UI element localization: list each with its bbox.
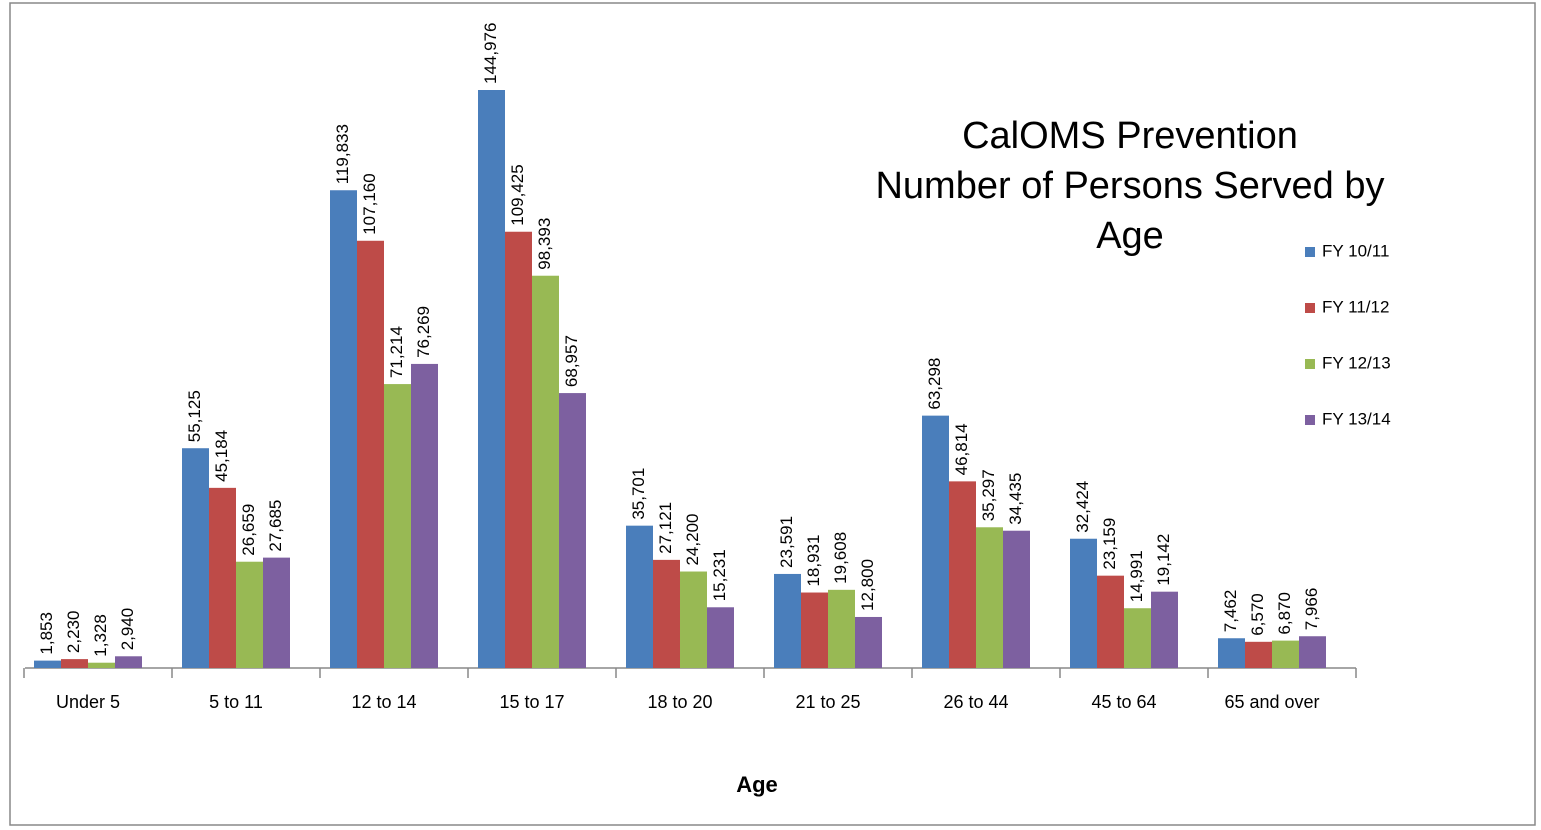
data-label: 19,142 [1154, 534, 1173, 586]
data-label: 98,393 [535, 218, 554, 270]
bar [1245, 641, 1272, 668]
data-label: 68,957 [562, 335, 581, 387]
x-tick-label: 12 to 14 [351, 692, 416, 712]
data-label: 19,608 [831, 532, 850, 584]
bar [357, 240, 384, 669]
data-label: 2,230 [64, 611, 83, 654]
bar [1272, 640, 1299, 668]
data-label: 7,462 [1221, 590, 1240, 633]
bar [828, 589, 855, 668]
bar [532, 275, 559, 668]
bar [88, 662, 115, 668]
bar [1218, 638, 1245, 668]
data-label: 1,328 [91, 614, 110, 657]
data-label: 35,701 [629, 468, 648, 520]
data-label: 34,435 [1006, 473, 1025, 525]
legend-label: FY 11/12 [1322, 297, 1389, 316]
bar [34, 660, 61, 668]
bar [411, 363, 438, 668]
data-label: 6,570 [1248, 593, 1267, 636]
bar [653, 559, 680, 668]
data-label: 76,269 [414, 306, 433, 358]
data-label: 107,160 [360, 173, 379, 234]
bar [559, 393, 586, 668]
data-label: 109,425 [508, 164, 527, 225]
legend-label: FY 13/14 [1322, 409, 1391, 428]
x-axis-title: Age [736, 772, 778, 797]
bar [922, 415, 949, 668]
bar [1299, 636, 1326, 668]
x-tick-label: Under 5 [56, 692, 120, 712]
x-tick-label: 15 to 17 [499, 692, 564, 712]
legend-swatch [1305, 415, 1315, 425]
data-label: 24,200 [683, 514, 702, 566]
bar [626, 525, 653, 668]
bar [505, 231, 532, 668]
bar [801, 592, 828, 668]
data-label: 23,591 [777, 516, 796, 568]
data-label: 63,298 [925, 358, 944, 410]
bar [384, 384, 411, 668]
chart-title: Age [1096, 215, 1164, 257]
bar [182, 448, 209, 668]
bar [976, 527, 1003, 668]
bar [707, 607, 734, 668]
bar [61, 659, 88, 668]
data-label: 55,125 [185, 390, 204, 442]
x-tick-label: 45 to 64 [1091, 692, 1156, 712]
legend-label: FY 12/13 [1322, 353, 1391, 372]
data-label: 15,231 [710, 549, 729, 601]
bar [209, 487, 236, 668]
data-label: 27,121 [656, 502, 675, 554]
data-label: 35,297 [979, 469, 998, 521]
bar [478, 90, 505, 668]
bar [774, 573, 801, 668]
bar [1070, 538, 1097, 668]
data-label: 12,800 [858, 559, 877, 611]
bar [1124, 608, 1151, 668]
data-label: 32,424 [1073, 481, 1092, 533]
legend-swatch [1305, 247, 1315, 257]
bar [263, 557, 290, 668]
data-label: 26,659 [239, 504, 258, 556]
data-label: 2,940 [118, 608, 137, 651]
x-tick-label: 26 to 44 [943, 692, 1008, 712]
bar [115, 656, 142, 668]
data-label: 71,214 [387, 326, 406, 378]
bar [1151, 591, 1178, 668]
data-label: 144,976 [481, 23, 500, 84]
x-tick-label: 65 and over [1224, 692, 1319, 712]
data-label: 27,685 [266, 500, 285, 552]
x-tick-label: 5 to 11 [209, 692, 263, 712]
bar [236, 561, 263, 668]
x-tick-label: 21 to 25 [795, 692, 860, 712]
chart-border [9, 2, 1536, 826]
chart-title: CalOMS Prevention [962, 115, 1298, 157]
data-label: 23,159 [1100, 518, 1119, 570]
bar [949, 481, 976, 668]
bar [1003, 530, 1030, 668]
data-label: 18,931 [804, 535, 823, 587]
bar [1097, 575, 1124, 668]
legend-label: FY 10/11 [1322, 241, 1389, 260]
data-label: 46,814 [952, 423, 971, 475]
bar [680, 571, 707, 668]
bar [330, 190, 357, 668]
data-label: 119,833 [333, 124, 352, 184]
legend-swatch [1305, 303, 1315, 313]
chart-title: Number of Persons Served by [875, 165, 1384, 207]
data-label: 6,870 [1275, 592, 1294, 635]
data-label: 1,853 [37, 612, 56, 655]
bar [855, 616, 882, 668]
data-label: 7,966 [1302, 588, 1321, 631]
data-label: 45,184 [212, 430, 231, 482]
data-label: 14,991 [1127, 550, 1146, 602]
legend-swatch [1305, 359, 1315, 369]
x-tick-label: 18 to 20 [647, 692, 712, 712]
